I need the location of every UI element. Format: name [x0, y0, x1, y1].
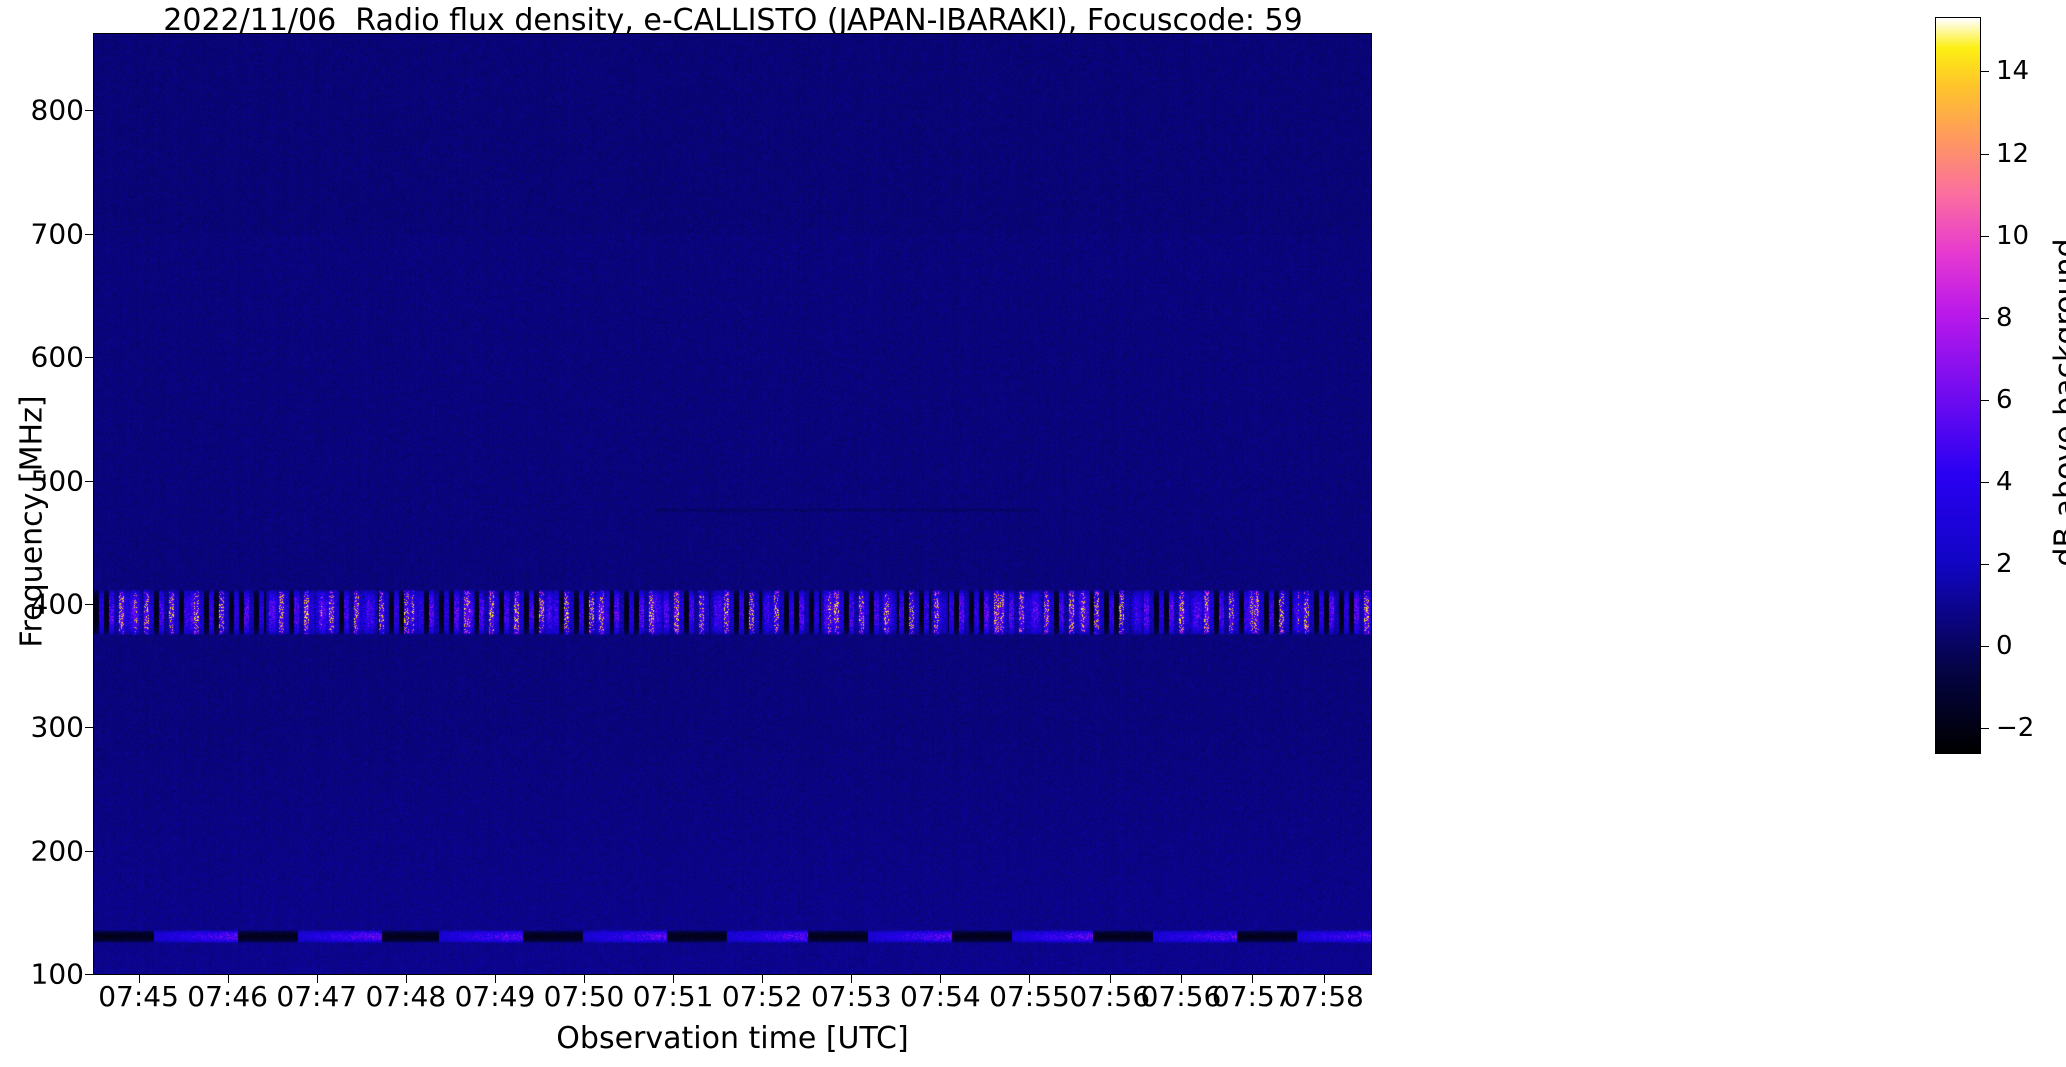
y-axis-label: Frequency [MHz] [14, 395, 50, 648]
x-tick-mark [1029, 975, 1031, 983]
x-tick-mark [227, 975, 229, 983]
colorbar-tick-mark [1981, 153, 1989, 155]
x-tick-label: 07:57 [1211, 980, 1293, 1013]
x-tick-label: 07:55 [989, 980, 1070, 1013]
x-tick-mark [1252, 975, 1254, 983]
colorbar-tick-mark [1981, 481, 1989, 483]
colorbar-tick-label: 6 [1996, 384, 2013, 415]
x-tick-mark [673, 975, 675, 983]
x-tick-mark [405, 975, 407, 983]
x-tick-label: 07:48 [365, 980, 447, 1013]
y-tick-label: 200 [30, 834, 84, 868]
y-tick-mark [85, 974, 93, 975]
colorbar-tick-label: 14 [1996, 56, 2030, 87]
y-tick-mark [85, 727, 93, 729]
y-tick-label: 300 [30, 710, 84, 744]
colorbar-tick-label: 0 [1996, 631, 2013, 662]
x-tick-label: 07:47 [276, 980, 358, 1013]
x-tick-mark [494, 975, 496, 983]
x-tick-mark [762, 975, 764, 983]
y-tick-mark [85, 603, 93, 605]
x-tick-label: 07:51 [632, 980, 714, 1013]
x-tick-mark [1180, 975, 1182, 983]
colorbar-tick-mark [1981, 71, 1989, 73]
y-tick-label: 400 [30, 587, 84, 621]
x-tick-mark [851, 975, 853, 983]
colorbar-tick-label: −2 [1996, 713, 2035, 744]
y-tick-mark [85, 357, 93, 359]
y-tick-label: 500 [30, 464, 84, 498]
y-tick-label: 600 [30, 340, 84, 374]
x-tick-mark [1109, 975, 1111, 983]
x-tick-mark [940, 975, 942, 983]
y-tick-mark [85, 110, 93, 112]
colorbar-tick-label: 12 [1996, 138, 2030, 169]
x-axis-label: Observation time [UTC] [556, 1021, 909, 1056]
x-tick-label: 07:50 [543, 980, 625, 1013]
colorbar-tick-label: 2 [1996, 549, 2013, 580]
y-tick-mark [85, 850, 93, 852]
colorbar-tick-mark [1981, 728, 1989, 730]
y-tick-label: 100 [30, 957, 84, 991]
colorbar-tick-mark [1981, 235, 1989, 237]
x-tick-label: 07:54 [900, 980, 981, 1013]
x-tick-mark [1323, 975, 1325, 983]
y-tick-label: 700 [30, 217, 84, 251]
colorbar-tick-label: 8 [1996, 302, 2013, 333]
x-tick-label: 07:58 [1283, 980, 1364, 1013]
x-tick-mark [138, 975, 140, 983]
x-tick-mark [316, 975, 318, 983]
y-tick-mark [85, 233, 93, 235]
colorbar-tick-mark [1981, 399, 1989, 401]
x-tick-label: 07:52 [721, 980, 803, 1013]
x-tick-label: 07:56 [1069, 980, 1151, 1013]
y-tick-mark [85, 480, 93, 482]
colorbar-tick-mark [1981, 317, 1989, 319]
colorbar [1935, 17, 1981, 754]
colorbar-label: dB above background [2048, 238, 2066, 567]
colorbar-tick-label: 4 [1996, 466, 2013, 497]
x-tick-label: 07:53 [810, 980, 892, 1013]
colorbar-tick-label: 10 [1996, 220, 2030, 251]
x-tick-mark [584, 975, 586, 983]
spectrogram-plot-area [93, 33, 1372, 975]
colorbar-tick-mark [1981, 646, 1989, 648]
colorbar-gradient [1936, 18, 1980, 753]
spectrogram-image [94, 34, 1371, 974]
y-tick-label: 800 [30, 93, 84, 127]
colorbar-tick-mark [1981, 564, 1989, 566]
x-tick-label: 07:45 [98, 980, 179, 1013]
x-tick-label: 07:46 [187, 980, 268, 1013]
x-tick-label: 07:49 [454, 980, 536, 1013]
page-title: 2022/11/06 Radio flux density, e-CALLIST… [163, 3, 1303, 38]
x-tick-label: 07:56 [1140, 980, 1222, 1013]
